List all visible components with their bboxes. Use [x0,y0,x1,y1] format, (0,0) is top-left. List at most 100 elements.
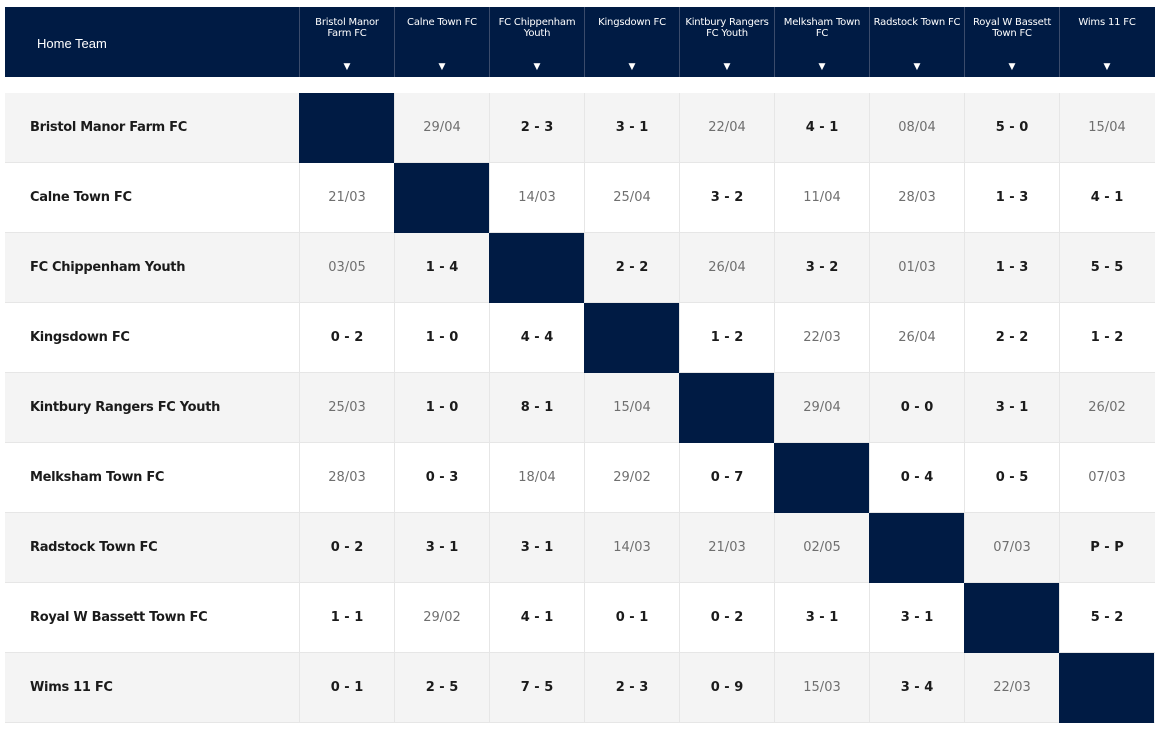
home-team-name[interactable]: Kintbury Rangers FC Youth [30,400,221,415]
home-team-name[interactable]: Melksham Town FC [30,470,165,485]
fixture-date-cell[interactable]: 03/05 [299,233,394,303]
result-score-cell[interactable]: 0 - 2 [299,303,394,373]
sort-arrow-icon[interactable]: ▼ [913,62,921,72]
fixture-date-cell[interactable]: 22/04 [679,93,774,163]
fixture-date-cell[interactable]: 15/03 [774,653,869,723]
result-score-cell[interactable]: 1 - 2 [1059,303,1154,373]
sort-arrow-icon[interactable]: ▼ [438,62,446,72]
sort-arrow-icon[interactable]: ▼ [818,62,826,72]
result-score-cell[interactable]: 4 - 4 [489,303,584,373]
result-score-cell[interactable]: 4 - 1 [774,93,869,163]
home-team-name[interactable]: Kingsdown FC [30,330,130,345]
result-score-cell[interactable]: 1 - 3 [964,163,1059,233]
result-score-cell[interactable]: P - P [1059,513,1154,583]
result-score-cell[interactable]: 1 - 1 [299,583,394,653]
result-score-cell[interactable]: 0 - 4 [869,443,964,513]
result-score-cell[interactable]: 0 - 1 [299,653,394,723]
fixture-date-cell[interactable]: 26/02 [1059,373,1154,443]
fixture-date-cell[interactable]: 01/03 [869,233,964,303]
fixture-date-cell[interactable]: 15/04 [1059,93,1154,163]
home-team-name[interactable]: Bristol Manor Farm FC [30,120,187,135]
fixture-date-cell[interactable]: 29/04 [394,93,489,163]
sort-arrow-icon[interactable]: ▼ [533,62,541,72]
result-score-cell[interactable]: 4 - 1 [489,583,584,653]
result-score-cell[interactable]: 2 - 2 [964,303,1059,373]
column-header[interactable]: Calne Town FC ▼ [394,7,489,77]
fixture-date-cell[interactable]: 07/03 [964,513,1059,583]
result-score-cell[interactable]: 3 - 1 [964,373,1059,443]
column-header[interactable]: Radstock Town FC ▼ [869,7,964,77]
result-score-cell[interactable]: 5 - 2 [1059,583,1154,653]
fixture-date-cell[interactable]: 21/03 [679,513,774,583]
result-score-cell[interactable]: 2 - 3 [584,653,679,723]
fixture-date-cell[interactable]: 15/04 [584,373,679,443]
home-team-name[interactable]: Radstock Town FC [30,540,158,555]
fixture-date-cell[interactable]: 02/05 [774,513,869,583]
result-score-cell[interactable]: 3 - 2 [679,163,774,233]
fixture-date-cell[interactable]: 22/03 [964,653,1059,723]
result-score-cell[interactable]: 8 - 1 [489,373,584,443]
result-score-cell[interactable]: 1 - 0 [394,303,489,373]
result-score-cell[interactable]: 5 - 0 [964,93,1059,163]
fixture-date-cell[interactable]: 28/03 [869,163,964,233]
result-score-cell[interactable]: 4 - 1 [1059,163,1154,233]
result-score-cell[interactable]: 2 - 2 [584,233,679,303]
fixture-date-cell[interactable]: 08/04 [869,93,964,163]
fixture-date-cell[interactable]: 26/04 [869,303,964,373]
fixture-date-cell[interactable]: 29/02 [394,583,489,653]
fixture-date-cell[interactable]: 29/02 [584,443,679,513]
fixture-date-cell[interactable]: 29/04 [774,373,869,443]
column-header[interactable]: Bristol Manor Farm FC ▼ [299,7,394,77]
result-score-cell[interactable]: 3 - 1 [394,513,489,583]
home-team-name[interactable]: Calne Town FC [30,190,132,205]
home-team-name[interactable]: FC Chippenham Youth [30,260,186,275]
home-team-name[interactable]: Royal W Bassett Town FC [30,610,208,625]
fixture-date-cell[interactable]: 25/04 [584,163,679,233]
fixture-date-cell[interactable]: 25/03 [299,373,394,443]
column-header[interactable]: Melksham Town FC ▼ [774,7,869,77]
fixture-date-cell[interactable]: 07/03 [1059,443,1154,513]
result-score-cell[interactable]: 7 - 5 [489,653,584,723]
result-score-cell[interactable]: 1 - 0 [394,373,489,443]
result-score-cell[interactable]: 0 - 2 [679,583,774,653]
home-team-name[interactable]: Wims 11 FC [30,680,113,695]
result-score-cell[interactable]: 3 - 4 [869,653,964,723]
column-header[interactable]: Kintbury Rangers FC Youth ▼ [679,7,774,77]
result-score-cell[interactable]: 1 - 4 [394,233,489,303]
fixture-date-cell[interactable]: 21/03 [299,163,394,233]
result-score-cell[interactable]: 3 - 2 [774,233,869,303]
result-score-cell[interactable]: 0 - 7 [679,443,774,513]
fixture-date-cell[interactable]: 14/03 [489,163,584,233]
result-score-cell[interactable]: 3 - 1 [489,513,584,583]
fixture-date-cell[interactable]: 11/04 [774,163,869,233]
fixture-date-cell[interactable]: 22/03 [774,303,869,373]
sort-arrow-icon[interactable]: ▼ [1103,62,1111,72]
result-score-cell[interactable]: 3 - 1 [774,583,869,653]
result-score-cell[interactable]: 0 - 2 [299,513,394,583]
result-score-cell[interactable]: 5 - 5 [1059,233,1154,303]
fixture-date-cell[interactable]: 26/04 [679,233,774,303]
column-header[interactable]: Royal W Bassett Town FC ▼ [964,7,1059,77]
result-score-cell[interactable]: 1 - 2 [679,303,774,373]
sort-arrow-icon[interactable]: ▼ [343,62,351,72]
sort-arrow-icon[interactable]: ▼ [723,62,731,72]
result-score-cell[interactable]: 2 - 3 [489,93,584,163]
column-header[interactable]: Kingsdown FC ▼ [584,7,679,77]
sort-arrow-icon[interactable]: ▼ [1008,62,1016,72]
fixture-date-cell[interactable]: 28/03 [299,443,394,513]
result-score-cell[interactable]: 0 - 0 [869,373,964,443]
result-score-cell[interactable]: 3 - 1 [869,583,964,653]
result-score-cell[interactable]: 0 - 5 [964,443,1059,513]
result-score-cell[interactable]: 1 - 3 [964,233,1059,303]
result-score-cell[interactable]: 0 - 3 [394,443,489,513]
result-score-cell[interactable]: 0 - 9 [679,653,774,723]
column-header[interactable]: Wims 11 FC ▼ [1059,7,1154,77]
sort-arrow-icon[interactable]: ▼ [628,62,636,72]
fixture-date-cell[interactable]: 14/03 [584,513,679,583]
result-score-cell[interactable]: 2 - 5 [394,653,489,723]
result-score-cell[interactable]: 3 - 1 [584,93,679,163]
column-header[interactable]: FC Chippenham Youth ▼ [489,7,584,77]
fixture-date-cell[interactable]: 18/04 [489,443,584,513]
result-score-cell[interactable]: 0 - 1 [584,583,679,653]
